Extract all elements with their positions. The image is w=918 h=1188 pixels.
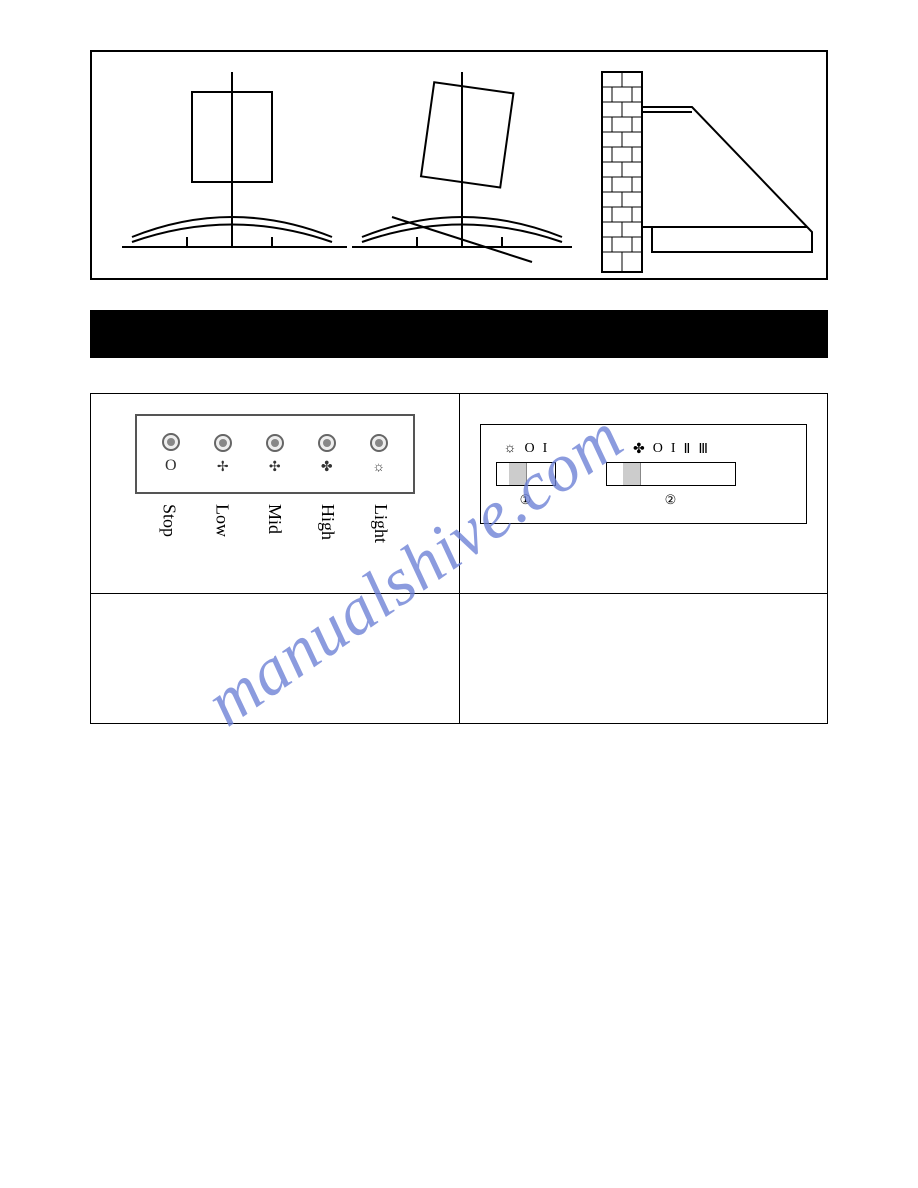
- slider-panel: ☼ O I ① ✤ O I: [480, 424, 808, 524]
- slider-1-number: ①: [520, 492, 532, 508]
- fan-mid-icon: ✣: [269, 458, 281, 475]
- light-slider-knob[interactable]: [509, 463, 527, 485]
- fan-slider-icon: ✤: [633, 441, 645, 458]
- slider-2-number: ②: [665, 492, 677, 508]
- button-labels-row: Stop Low Mid High Light: [135, 504, 415, 564]
- fan-mark-3: Ⅲ: [698, 441, 708, 458]
- push-button-panel: O ✢ ✣ ✤ ☼: [135, 414, 415, 494]
- mid-label: Mid: [264, 504, 285, 564]
- light-mark-0: O: [525, 441, 535, 457]
- fan-slider-knob[interactable]: [623, 463, 641, 485]
- light-slider-icon: ☼: [504, 441, 517, 457]
- empty-cell-right: [459, 594, 828, 724]
- hood-installation-diagram: [90, 50, 828, 280]
- light-slider[interactable]: [496, 462, 556, 486]
- fan-slider-group: ✤ O I Ⅱ Ⅲ ②: [606, 440, 736, 508]
- fan-low-icon: ✢: [217, 458, 229, 475]
- light-icon: ☼: [372, 458, 385, 474]
- high-button[interactable]: [318, 434, 336, 452]
- low-button[interactable]: [214, 434, 232, 452]
- mid-button[interactable]: [266, 434, 284, 452]
- push-button-cell: O ✢ ✣ ✤ ☼: [91, 394, 460, 594]
- fan-high-icon: ✤: [321, 458, 333, 475]
- fan-slider[interactable]: [606, 462, 736, 486]
- light-slider-group: ☼ O I ①: [496, 440, 556, 508]
- fan-mark-0: O: [653, 441, 663, 457]
- low-label: Low: [211, 504, 232, 564]
- stop-icon: O: [165, 457, 177, 475]
- slider-cell: ☼ O I ① ✤ O I: [459, 394, 828, 594]
- controls-table: O ✢ ✣ ✤ ☼: [90, 393, 828, 724]
- empty-cell-left: [91, 594, 460, 724]
- fan-mark-2: Ⅱ: [683, 441, 690, 458]
- light-button[interactable]: [370, 434, 388, 452]
- light-label: Light: [370, 504, 391, 564]
- light-mark-1: I: [543, 441, 548, 457]
- high-label: High: [317, 504, 338, 564]
- stop-label: Stop: [159, 504, 180, 564]
- section-header-bar: [90, 310, 828, 358]
- hood-diagram-svg: [92, 52, 830, 282]
- fan-mark-1: I: [671, 441, 676, 457]
- stop-button[interactable]: [162, 433, 180, 451]
